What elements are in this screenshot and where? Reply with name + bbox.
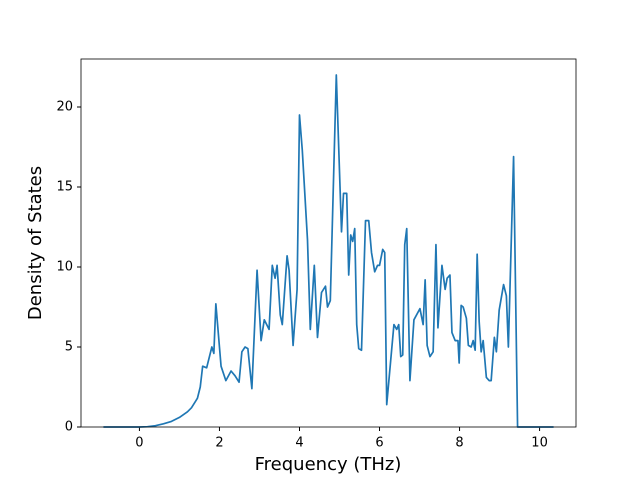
x-axis-label: Frequency (THz) (255, 454, 402, 475)
x-tick-label: 2 (215, 436, 223, 451)
y-tick-label: 15 (56, 180, 73, 195)
y-tick-label: 5 (65, 340, 73, 355)
x-tick-label: 10 (531, 436, 548, 451)
x-tick-label: 4 (295, 436, 303, 451)
y-tick-label: 10 (56, 260, 73, 275)
y-tick-label: 20 (56, 100, 73, 115)
data-line (103, 74, 554, 428)
x-tick-label: 6 (375, 436, 383, 451)
y-axis-label: Density of States (25, 166, 46, 320)
y-tick-label: 0 (65, 420, 73, 435)
x-tick-label: 8 (455, 436, 463, 451)
plot-frame (80, 58, 577, 428)
x-tick-label: 0 (135, 436, 143, 451)
